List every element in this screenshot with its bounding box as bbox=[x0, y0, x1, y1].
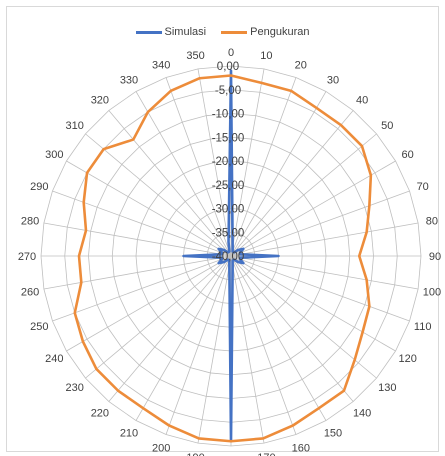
grid-spoke bbox=[230, 110, 354, 257]
grid-spoke bbox=[230, 77, 297, 257]
grid-spoke bbox=[165, 77, 232, 257]
grid-spoke bbox=[230, 255, 265, 444]
angle-tick-label: 110 bbox=[414, 321, 432, 333]
grid-spoke bbox=[135, 91, 232, 257]
radial-tick-label: -20,00 bbox=[212, 156, 245, 168]
radial-tick-label: -5,00 bbox=[215, 85, 241, 97]
legend-item-simulasi: Simulasi bbox=[135, 26, 207, 39]
grid-spoke bbox=[85, 255, 232, 379]
angle-tick-label: 200 bbox=[152, 443, 170, 455]
grid-spoke bbox=[85, 133, 232, 257]
grid-spoke bbox=[230, 160, 396, 257]
angle-tick-label: 350 bbox=[186, 50, 204, 62]
legend-label-simulasi: Simulasi bbox=[164, 26, 207, 38]
grid-spoke bbox=[52, 255, 232, 322]
grid-spoke bbox=[230, 255, 396, 352]
radial-tick-label: -15,00 bbox=[212, 132, 245, 144]
angle-tick-label: 100 bbox=[423, 286, 441, 298]
grid-spoke bbox=[230, 133, 377, 257]
angle-tick-label: 270 bbox=[18, 251, 36, 263]
angle-tick-label: 10 bbox=[260, 50, 272, 62]
angle-tick-label: 240 bbox=[45, 353, 63, 365]
radial-tick-label: -35,00 bbox=[212, 227, 245, 239]
grid-spoke bbox=[197, 255, 232, 444]
grid-spoke bbox=[197, 68, 232, 257]
angle-tick-label: 140 bbox=[353, 407, 371, 419]
grid-spoke bbox=[230, 255, 327, 421]
angle-tick-label: 250 bbox=[30, 321, 48, 333]
angle-tick-label: 150 bbox=[324, 428, 342, 440]
grid-spoke bbox=[135, 255, 232, 421]
angle-tick-label: 30 bbox=[327, 74, 339, 86]
grid-spoke bbox=[66, 255, 232, 352]
angle-tick-label: 70 bbox=[417, 181, 429, 193]
angle-tick-label: 220 bbox=[91, 407, 109, 419]
angle-tick-label: 0 bbox=[228, 47, 234, 59]
radial-tick-label: -10,00 bbox=[212, 109, 245, 121]
angle-tick-label: 320 bbox=[91, 95, 109, 107]
grid-spoke bbox=[66, 160, 232, 257]
chart-legend: Simulasi Pengukuran bbox=[0, 26, 445, 39]
legend-label-pengukuran: Pengukuran bbox=[250, 26, 310, 38]
radial-tick-label: 0,00 bbox=[217, 61, 239, 73]
grid-spoke bbox=[230, 190, 410, 257]
legend-swatch-pengukuran bbox=[221, 30, 248, 34]
grid-spoke bbox=[230, 91, 327, 257]
angle-tick-label: 50 bbox=[381, 120, 393, 132]
angle-tick-label: 130 bbox=[378, 382, 396, 394]
grid-spoke bbox=[230, 255, 377, 379]
angle-tick-label: 280 bbox=[21, 216, 39, 228]
angle-tick-label: 120 bbox=[398, 353, 416, 365]
angle-tick-label: 190 bbox=[186, 452, 204, 456]
grid-spoke bbox=[52, 190, 232, 257]
grid-spoke bbox=[108, 110, 232, 257]
grid-spoke bbox=[43, 222, 232, 257]
angle-tick-label: 60 bbox=[402, 149, 414, 161]
legend-swatch-simulasi bbox=[135, 30, 162, 34]
grid-spoke bbox=[230, 255, 419, 290]
series-line-pengukuran bbox=[73, 74, 373, 443]
angle-tick-label: 80 bbox=[426, 216, 438, 228]
angle-tick-label: 300 bbox=[45, 149, 63, 161]
angle-tick-label: 170 bbox=[257, 452, 275, 456]
angle-tick-label: 290 bbox=[30, 181, 48, 193]
angle-tick-labels: 0 10 20 30 40 50 60 70 80 90 100 110 120 130 140 150 160… bbox=[18, 47, 441, 456]
grid-spoke bbox=[230, 255, 410, 322]
angle-tick-label: 310 bbox=[66, 120, 84, 132]
grid-spoke bbox=[108, 255, 232, 402]
radial-tick-label: -40,00 bbox=[212, 251, 245, 263]
series-layer bbox=[73, 69, 373, 443]
radial-tick-label: -25,00 bbox=[212, 180, 245, 192]
radial-tick-label: -30,00 bbox=[212, 204, 245, 216]
grid-spoke bbox=[43, 255, 232, 290]
grid-spoke bbox=[165, 255, 232, 435]
angle-tick-label: 230 bbox=[66, 382, 84, 394]
angle-tick-label: 210 bbox=[120, 428, 138, 440]
legend-item-pengukuran: Pengukuran bbox=[221, 26, 309, 39]
grid-spoke bbox=[230, 255, 354, 402]
grid-spoke bbox=[230, 255, 297, 435]
angle-tick-label: 160 bbox=[292, 443, 310, 455]
angle-tick-label: 20 bbox=[295, 59, 307, 71]
grid-spoke bbox=[230, 222, 419, 257]
angle-tick-label: 340 bbox=[152, 59, 170, 71]
angle-tick-label: 260 bbox=[21, 286, 39, 298]
angle-tick-label: 40 bbox=[356, 95, 368, 107]
angle-tick-label: 330 bbox=[120, 74, 138, 86]
angle-tick-label: 90 bbox=[429, 251, 441, 263]
grid-spoke bbox=[230, 68, 265, 257]
radial-tick-labels: 0,00 -5,00 -10,00 -15,00 -20,00 -25,00 -30,00 -… bbox=[212, 61, 245, 263]
